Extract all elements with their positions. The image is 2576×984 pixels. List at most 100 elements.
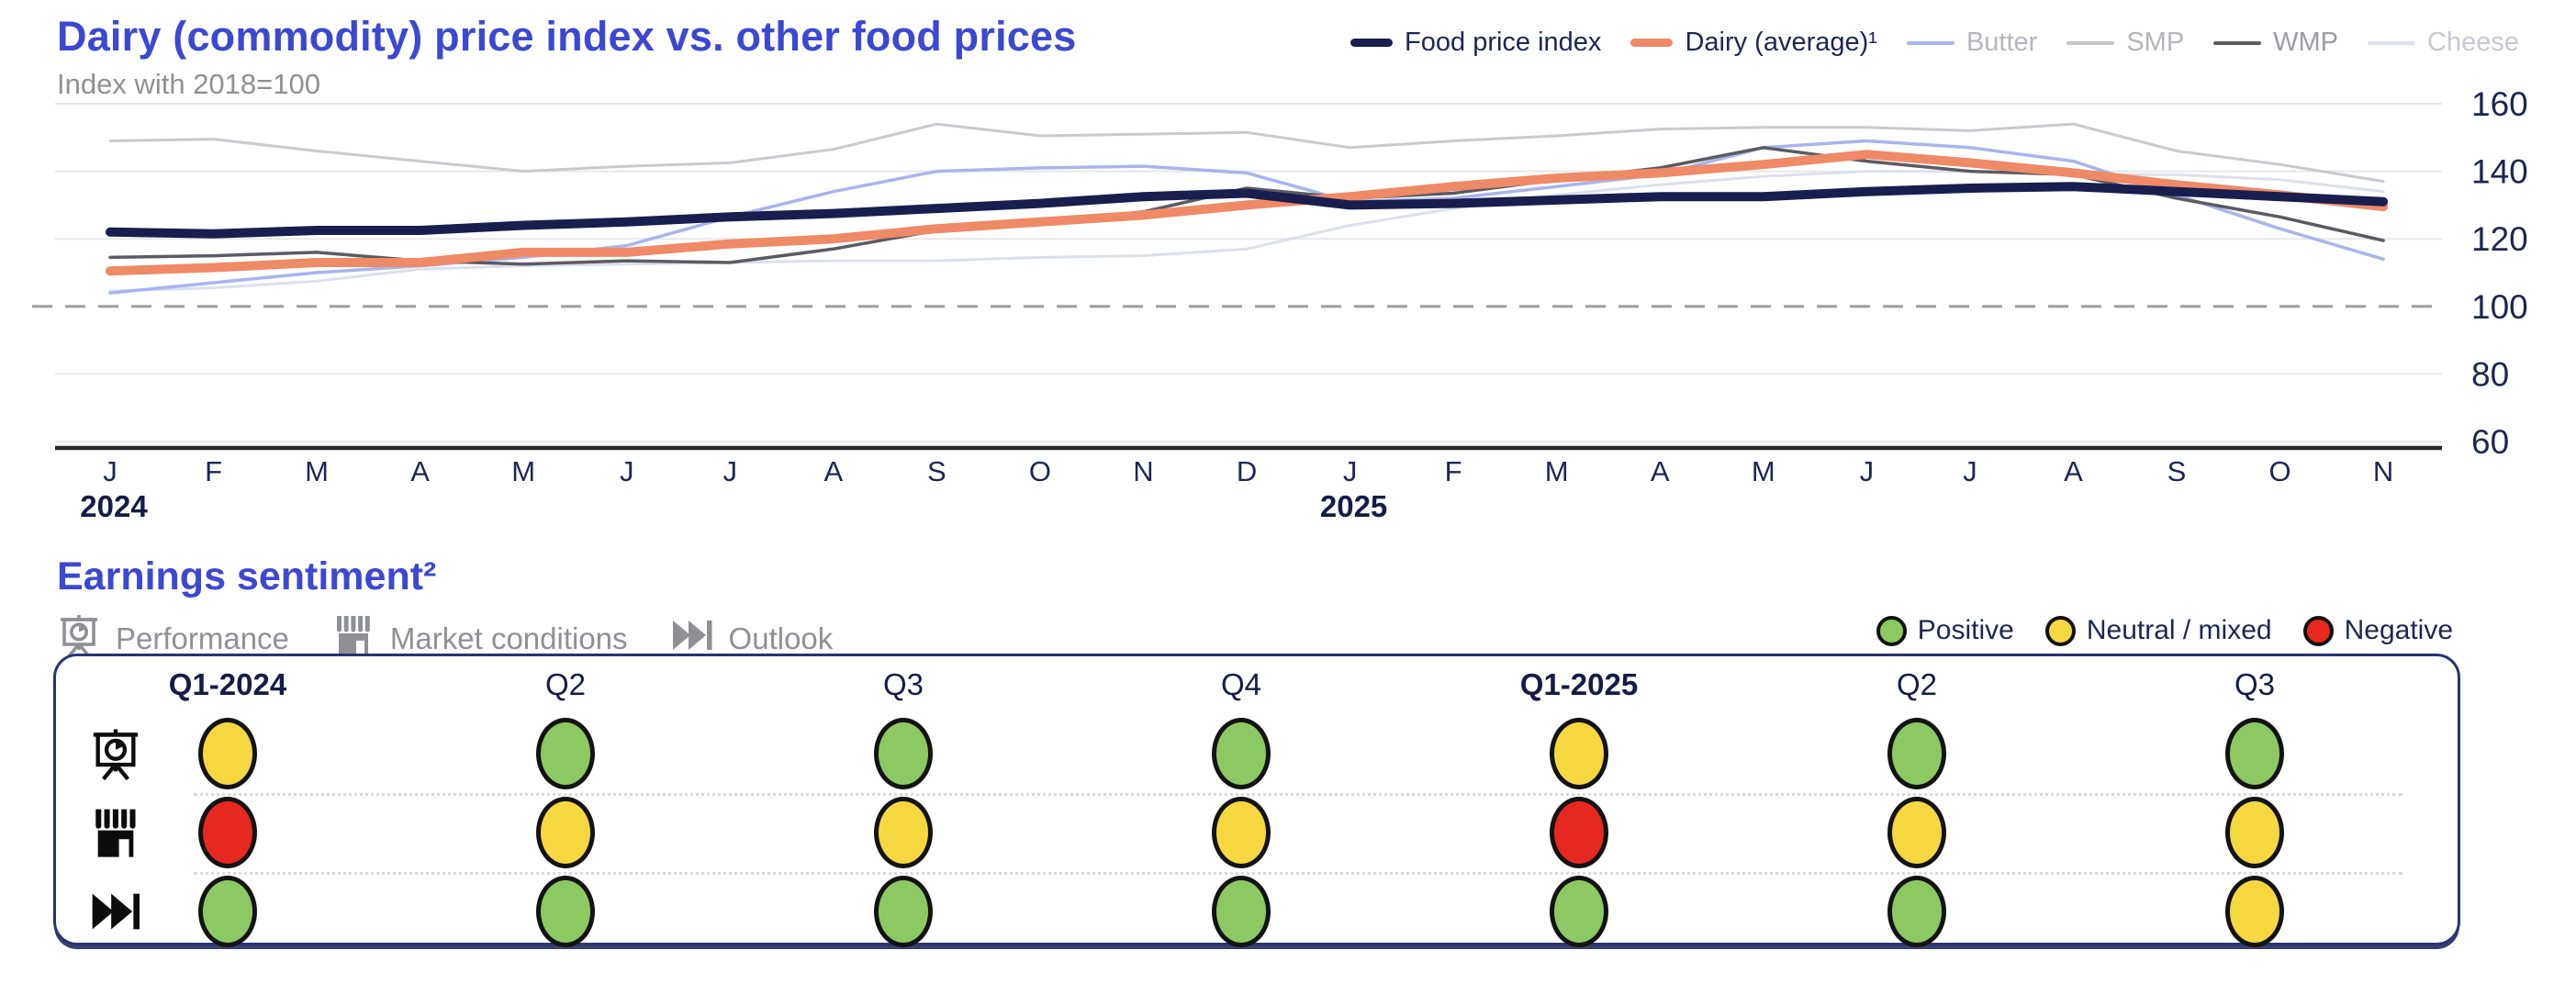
sentiment-performance-q1-2025-neutral [1550, 718, 1608, 789]
sentiment-category-legend: Performance Market conditions Outlook [57, 613, 833, 665]
sentiment-market-conditions-q1-2024-negative [198, 797, 257, 868]
legend-item-food-price-index: Food price index [1350, 28, 1601, 58]
storefront-icon [331, 613, 375, 665]
series-food-price-index [106, 182, 2389, 239]
sentiment-outlook-q1-2024-positive [198, 876, 257, 947]
page-title: Dairy (commodity) price index vs. other … [57, 13, 1077, 60]
x-year-label: 2024 [80, 489, 148, 523]
legend-line-swatch [2066, 40, 2115, 45]
x-month-label: N [1133, 455, 1153, 487]
legend-line-swatch [1906, 40, 1954, 45]
positive-circle-icon [1876, 615, 1907, 646]
category-legend-outlook: Outlook [670, 613, 833, 665]
earnings-sentiment-heading: Earnings sentiment² [57, 554, 437, 598]
y-tick-label: 160 [2471, 85, 2528, 123]
x-month-label: A [2064, 455, 2083, 487]
negative-circle-icon [2302, 615, 2334, 646]
storefront-icon [89, 806, 142, 859]
sentiment-performance-q4-positive [1212, 718, 1271, 789]
legend-item-butter: Butter [1906, 28, 2038, 58]
x-year-label: 2025 [1320, 489, 1387, 523]
x-month-label: F [205, 455, 222, 487]
x-month-label: M [511, 455, 535, 487]
sentiment-market-conditions-q3-neutral [2225, 797, 2284, 868]
x-month-label: M [305, 455, 329, 487]
x-month-label: M [1545, 455, 1569, 487]
x-month-label: J [103, 455, 118, 487]
x-month-label: O [2268, 455, 2290, 487]
x-month-label: J [1343, 455, 1358, 487]
sentiment-outlook-q4-positive [1212, 876, 1271, 947]
x-month-label: O [1029, 455, 1051, 487]
y-tick-label: 80 [2471, 355, 2509, 393]
sentiment-performance-q3-positive [874, 718, 933, 789]
row-separator [194, 793, 2402, 796]
status-legend-neutral: Neutral / mixed [2044, 615, 2272, 646]
y-tick-label: 60 [2471, 423, 2509, 461]
legend-item-smp: SMP [2066, 28, 2184, 58]
series-smp [108, 122, 2385, 184]
sentiment-outlook-q3-positive [874, 876, 933, 947]
legend-line-swatch [2213, 40, 2262, 45]
chart-legend: Food price index Dairy (average)¹ Butter SM… [1350, 28, 2519, 58]
legend-line-swatch [1630, 39, 1674, 47]
quarter-header-q2: Q2 [1896, 667, 1938, 701]
sentiment-market-conditions-q4-neutral [1212, 797, 1271, 868]
sentiment-market-conditions-q2-neutral [536, 797, 595, 868]
sentiment-performance-q3-positive [2225, 718, 2284, 789]
sentiment-status-legend: Positive Neutral / mixed Negative [1876, 615, 2453, 646]
y-tick-label: 100 [2471, 288, 2528, 326]
x-month-label: J [620, 455, 634, 487]
status-legend-negative: Negative [2302, 615, 2453, 646]
price-index-line-chart: 160 140 120 100 80 60 J F M A M J J A S O N D J F M A M J J A S O N 2… [32, 85, 2528, 523]
sentiment-outlook-q2-positive [1887, 876, 1946, 947]
sentiment-market-conditions-q3-neutral [874, 797, 933, 868]
legend-label: Butter [1966, 28, 2038, 57]
legend-item-dairy-average-: Dairy (average)¹ [1630, 28, 1877, 58]
legend-label: Food price index [1405, 28, 1602, 57]
y-tick-label: 140 [2471, 153, 2528, 191]
x-month-label: A [1651, 455, 1670, 487]
x-month-label: J [1860, 455, 1875, 487]
sentiment-market-conditions-q1-2025-negative [1550, 797, 1608, 868]
quarter-header-q1-2024: Q1-2024 [168, 667, 287, 701]
row-separator [194, 872, 2402, 875]
sentiment-performance-q2-positive [1887, 718, 1946, 789]
category-legend-market-conditions: Market conditions [331, 613, 628, 665]
quarter-header-q1-2025: Q1-2025 [1519, 667, 1639, 701]
page-subtitle: Index with 2018=100 [57, 68, 320, 100]
x-month-label: A [824, 455, 844, 487]
sentiment-market-conditions-q2-neutral [1887, 797, 1946, 868]
sentiment-outlook-q3-neutral [2225, 876, 2284, 947]
x-month-label: A [410, 455, 430, 487]
legend-label: WMP [2273, 28, 2339, 57]
sentiment-performance-q2-positive [536, 718, 595, 789]
quarter-header-q2: Q2 [544, 667, 587, 701]
quarter-header-q3: Q3 [882, 667, 924, 701]
sentiment-outlook-q2-positive [536, 876, 595, 947]
legend-label: SMP [2126, 28, 2185, 57]
fast-forward-icon [89, 885, 142, 938]
status-label: Negative [2344, 615, 2453, 645]
quarter-header-q3: Q3 [2234, 667, 2276, 701]
status-label: Positive [1917, 615, 2014, 645]
neutral-circle-icon [2044, 615, 2076, 646]
x-month-label: F [1445, 455, 1462, 487]
category-legend-performance: Performance [57, 613, 289, 665]
x-month-label: J [723, 455, 738, 487]
category-label: Market conditions [389, 621, 628, 655]
x-month-label: S [2167, 455, 2187, 487]
x-month-label: M [1752, 455, 1775, 487]
legend-label: Cheese [2427, 28, 2519, 57]
status-legend-positive: Positive [1876, 615, 2014, 646]
series-dairy-average [106, 150, 2389, 276]
y-tick-label: 120 [2471, 220, 2528, 258]
chart-svg: 160 140 120 100 80 60 J F M A M J J A S O N D J F M A M J J A S O N 2… [32, 85, 2528, 523]
fast-forward-icon [670, 613, 714, 665]
status-label: Neutral / mixed [2086, 615, 2272, 645]
category-label: Performance [116, 621, 289, 655]
sentiment-table: Q1-2024 Q2 Q3 Q4 Q1-2025 Q2 Q3 [53, 654, 2460, 947]
x-month-label: S [927, 455, 946, 487]
legend-line-swatch [1350, 39, 1394, 47]
